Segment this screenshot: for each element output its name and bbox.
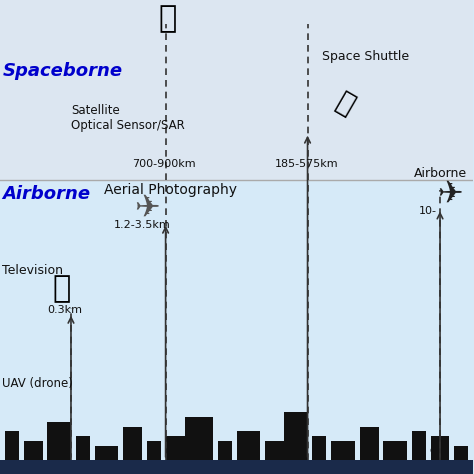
Text: 🛰: 🛰 xyxy=(159,4,177,34)
Text: Satellite
Optical Sensor/SAR: Satellite Optical Sensor/SAR xyxy=(71,104,185,133)
Bar xyxy=(430,436,449,460)
Bar xyxy=(184,417,213,460)
Bar xyxy=(84,453,86,460)
Bar xyxy=(47,422,71,460)
Bar xyxy=(76,436,90,460)
Bar xyxy=(24,441,43,460)
Bar xyxy=(95,446,118,460)
Text: Space Shuttle: Space Shuttle xyxy=(322,50,409,64)
Bar xyxy=(218,441,232,460)
Bar xyxy=(146,441,161,460)
Circle shape xyxy=(81,446,90,455)
Bar xyxy=(312,436,327,460)
Bar xyxy=(284,412,308,460)
Bar xyxy=(434,453,436,460)
Bar xyxy=(411,431,426,460)
Bar xyxy=(302,453,304,460)
Text: 🚀: 🚀 xyxy=(331,88,360,120)
FancyBboxPatch shape xyxy=(0,403,473,474)
Text: 185-575km: 185-575km xyxy=(274,158,338,169)
Bar xyxy=(331,441,355,460)
Bar xyxy=(373,453,375,460)
Circle shape xyxy=(9,446,19,455)
Bar xyxy=(226,453,228,460)
Text: 10-: 10- xyxy=(419,206,437,216)
Text: 🚁: 🚁 xyxy=(53,274,71,304)
Circle shape xyxy=(298,446,308,455)
Circle shape xyxy=(222,446,232,455)
Text: Airborne: Airborne xyxy=(2,185,91,203)
Bar xyxy=(265,441,284,460)
FancyBboxPatch shape xyxy=(0,0,473,180)
Text: UAV (drone): UAV (drone) xyxy=(2,377,73,391)
Bar xyxy=(237,431,260,460)
Text: Aerial Photography: Aerial Photography xyxy=(104,182,237,197)
Circle shape xyxy=(369,446,379,455)
Text: 1.2-3.5km: 1.2-3.5km xyxy=(114,220,170,230)
Text: 0.3km: 0.3km xyxy=(47,305,82,316)
Text: 700-900km: 700-900km xyxy=(132,158,196,169)
Bar xyxy=(13,453,15,460)
Bar xyxy=(5,431,19,460)
Circle shape xyxy=(430,446,440,455)
FancyBboxPatch shape xyxy=(0,460,473,474)
Circle shape xyxy=(151,446,161,455)
Bar xyxy=(454,446,468,460)
Bar xyxy=(123,427,142,460)
Text: Spaceborne: Spaceborne xyxy=(2,62,122,80)
Bar xyxy=(165,436,184,460)
Text: Television: Television xyxy=(2,264,64,277)
Text: ✈: ✈ xyxy=(134,194,159,223)
FancyBboxPatch shape xyxy=(0,180,473,403)
Bar xyxy=(155,453,157,460)
Text: Airborne: Airborne xyxy=(413,167,466,180)
Bar xyxy=(383,441,407,460)
Text: ✈: ✈ xyxy=(437,180,462,209)
Bar xyxy=(360,427,379,460)
